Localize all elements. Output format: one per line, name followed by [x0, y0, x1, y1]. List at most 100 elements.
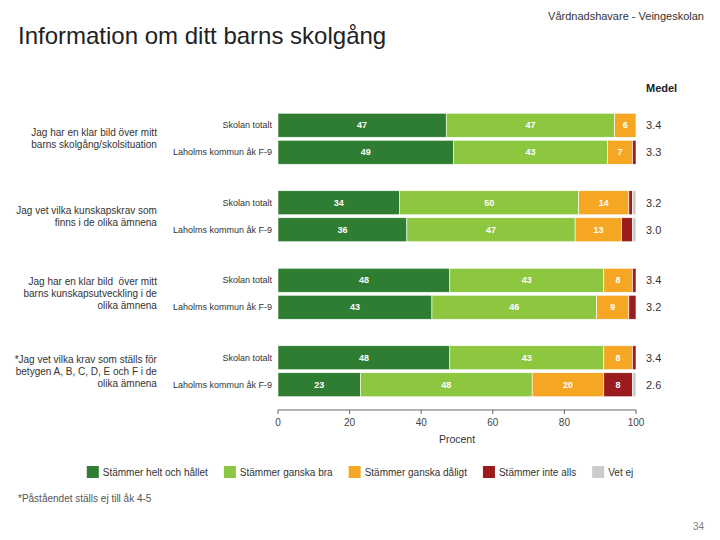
data-label: 34	[334, 198, 344, 208]
category-label: Laholms kommun åk F-9	[173, 147, 272, 157]
data-label: 43	[522, 353, 532, 363]
category-label: Skolan totalt	[222, 353, 272, 363]
legend-label: Stämmer inte alls	[499, 467, 576, 478]
bar-segment	[278, 140, 453, 164]
bar-segment	[407, 218, 575, 242]
question-label: Jag vet vilka kunskapskrav somfinns i de…	[16, 205, 157, 228]
legend-swatch	[349, 466, 361, 478]
bar-segment	[278, 113, 446, 137]
bar-segment	[278, 373, 360, 397]
question-label: *Jag vet vilka krav som ställs förbetyge…	[15, 354, 158, 389]
x-tick-label: 40	[416, 417, 428, 428]
x-tick-label: 100	[628, 417, 645, 428]
category-label: Laholms kommun åk F-9	[173, 225, 272, 235]
data-label: 48	[359, 275, 369, 285]
x-axis-label: Procent	[439, 433, 475, 445]
category-label: Laholms kommun åk F-9	[173, 380, 272, 390]
bars	[278, 113, 636, 397]
bar-segment	[604, 346, 633, 370]
data-label: 47	[486, 225, 496, 235]
page-number: 34	[693, 521, 705, 532]
bar-segment	[607, 140, 632, 164]
medel-value: 3.3	[646, 146, 661, 158]
x-tick	[564, 410, 565, 414]
chart: Information om ditt barns skolgång Vårdna…	[0, 0, 720, 540]
bar-segment	[622, 218, 633, 242]
data-label: 8	[616, 275, 621, 285]
bar-segment	[632, 373, 636, 397]
category-label: Skolan totalt	[222, 275, 272, 285]
legend-swatch	[87, 466, 99, 478]
bar-segment	[636, 295, 637, 319]
data-label: 48	[359, 353, 369, 363]
data-label: 7	[617, 147, 622, 157]
bar-segment	[453, 140, 607, 164]
footnote: *Påståendet ställs ej till åk 4-5	[18, 493, 152, 504]
bar-segment	[579, 191, 629, 215]
data-label: 8	[616, 353, 621, 363]
bar-segment	[636, 113, 637, 137]
legend-swatch	[483, 466, 495, 478]
data-label: 43	[350, 302, 360, 312]
bar-segment	[629, 295, 636, 319]
x-tick-label: 60	[487, 417, 499, 428]
legend: Stämmer helt och hållet Stämmer ganska br…	[87, 466, 633, 478]
title: Information om ditt barns skolgång	[18, 22, 386, 49]
data-label: 23	[314, 380, 324, 390]
medel-value: 3.2	[646, 301, 661, 313]
subtitle: Vårdnadshavare - Veingeskolan	[548, 10, 704, 22]
legend-label: Stämmer helt och hållet	[103, 467, 208, 478]
bar-segment	[629, 191, 633, 215]
x-tick	[636, 410, 637, 414]
x-tick-label: 20	[344, 417, 356, 428]
bar-segment	[632, 218, 636, 242]
legend-label: Vet ej	[608, 467, 633, 478]
bar-segment	[632, 191, 636, 215]
data-label: 13	[593, 225, 603, 235]
x-tick-label: 80	[559, 417, 571, 428]
bar-segment	[278, 268, 450, 292]
legend-label: Stämmer ganska bra	[240, 467, 333, 478]
bar-segment	[278, 346, 450, 370]
bar-segment	[278, 218, 407, 242]
bar-segment	[632, 268, 636, 292]
bar-segment	[636, 346, 637, 370]
data-label: 36	[337, 225, 347, 235]
legend-label: Stämmer ganska dåligt	[365, 467, 467, 478]
x-tick	[492, 410, 493, 414]
medel-value: 3.0	[646, 224, 661, 236]
data-label: 46	[509, 302, 519, 312]
question-label: Jag har en klar bild över mittbarns kuns…	[24, 276, 158, 311]
data-label: 43	[525, 147, 535, 157]
bar-segment	[450, 268, 604, 292]
x-axis	[278, 410, 636, 411]
bar-segment	[360, 373, 532, 397]
category-label: Laholms kommun åk F-9	[173, 302, 272, 312]
bar-segment	[632, 346, 636, 370]
bar-segment	[532, 373, 604, 397]
bar-segment	[604, 268, 633, 292]
bar-segment	[636, 140, 637, 164]
data-label: 43	[522, 275, 532, 285]
medel-value: 3.4	[646, 119, 661, 131]
bar-segment	[597, 295, 629, 319]
category-label: Skolan totalt	[222, 198, 272, 208]
x-tick-label: 0	[275, 417, 281, 428]
data-label: 47	[525, 120, 535, 130]
data-label: 9	[610, 302, 615, 312]
bar-segment	[575, 218, 622, 242]
bar-segment	[450, 346, 604, 370]
data-label: 47	[357, 120, 367, 130]
question-label: Jag har en klar bild över mittbarns skol…	[31, 127, 157, 150]
medel-value: 3.2	[646, 197, 661, 209]
bar-segment	[604, 373, 633, 397]
data-label: 49	[361, 147, 371, 157]
x-tick	[421, 410, 422, 414]
x-tick	[277, 410, 278, 414]
data-label: 6	[623, 120, 628, 130]
category-label: Skolan totalt	[222, 120, 272, 130]
x-tick	[349, 410, 350, 414]
bar-segment	[632, 140, 636, 164]
legend-swatch	[592, 466, 604, 478]
bar-segment	[636, 268, 637, 292]
